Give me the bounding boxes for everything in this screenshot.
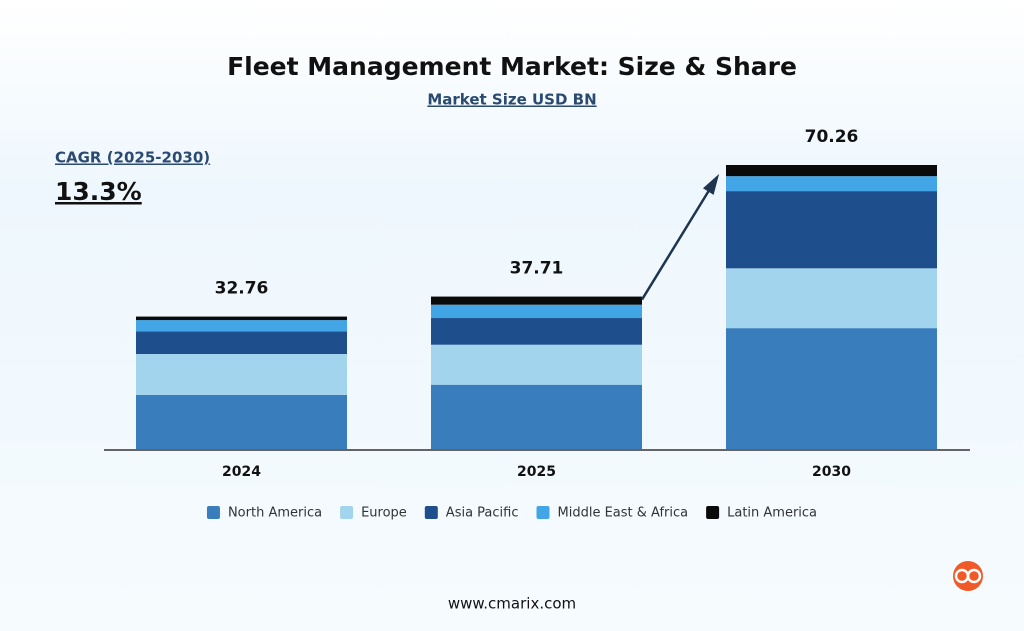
footer: www.cmarix.com xyxy=(448,595,576,613)
legend-swatch xyxy=(206,506,220,519)
growth-arrow xyxy=(640,178,718,301)
legend-label: Latin America xyxy=(727,506,817,521)
logo xyxy=(953,561,983,591)
bar-segment xyxy=(136,316,347,321)
chart-subtitle: Market Size USD BN xyxy=(427,91,596,109)
bar-segment xyxy=(431,318,642,345)
bar-segment xyxy=(431,296,642,305)
bar-segment xyxy=(726,328,937,449)
bar-segment xyxy=(136,320,347,332)
legend-label: Asia Pacific xyxy=(446,506,519,521)
bar-segment xyxy=(136,394,347,449)
legend-label: Europe xyxy=(361,506,407,521)
legend-swatch xyxy=(424,506,438,519)
legend-label: North America xyxy=(228,506,322,521)
x-tick-label: 2024 xyxy=(222,464,261,480)
growth-arrow-head xyxy=(702,173,720,195)
legend-swatch xyxy=(536,506,550,519)
cagr-label: CAGR (2025-2030) xyxy=(55,149,210,167)
bar-segment xyxy=(431,344,642,385)
x-tick-label: 2030 xyxy=(812,464,851,480)
bar-segment xyxy=(726,176,937,192)
bar-segment xyxy=(136,354,347,395)
x-tick-label: 2025 xyxy=(517,464,556,480)
bar-segment xyxy=(726,191,937,269)
total-label: 37.71 xyxy=(510,259,564,279)
bar-segment xyxy=(136,331,347,355)
total-label: 32.76 xyxy=(215,279,269,299)
legend-swatch xyxy=(340,506,354,519)
chart-title: Fleet Management Market: Size & Share xyxy=(227,52,797,81)
cagr-value: 13.3% xyxy=(55,177,142,206)
bar-segment xyxy=(431,384,642,449)
bar-segment xyxy=(726,268,937,329)
bar-segment xyxy=(726,165,937,177)
legend-label: Middle East & Africa xyxy=(558,506,689,521)
total-label: 70.26 xyxy=(805,127,859,147)
bar-segment xyxy=(431,304,642,319)
legend-swatch xyxy=(706,506,720,519)
